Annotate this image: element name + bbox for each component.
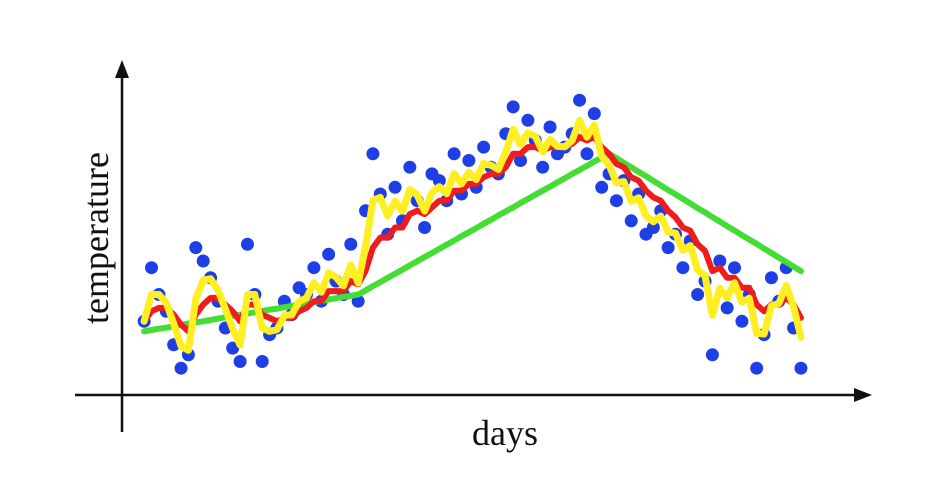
data-point: [720, 301, 734, 315]
data-point: [713, 254, 727, 268]
data-point: [543, 120, 557, 134]
data-point: [573, 93, 587, 107]
data-point: [189, 241, 203, 255]
data-point: [705, 348, 719, 362]
data-point: [794, 361, 808, 375]
data-point: [255, 355, 269, 368]
data-point: [750, 361, 764, 375]
data-point: [145, 261, 159, 275]
data-point: [226, 341, 240, 355]
data-point: [174, 361, 188, 375]
data-point: [661, 241, 675, 255]
data-point: [447, 147, 461, 161]
data-point: [609, 194, 623, 208]
data-point: [403, 160, 417, 174]
data-point: [624, 214, 638, 228]
data-point: [432, 174, 446, 188]
data-point: [735, 314, 749, 328]
series-line: [141, 150, 804, 335]
plot-area: [137, 93, 808, 375]
data-point: [418, 221, 432, 234]
data-point: [676, 261, 690, 275]
data-point: [595, 180, 609, 194]
data-point: [506, 100, 520, 114]
data-point: [580, 147, 594, 161]
data-point: [521, 113, 535, 127]
data-point: [240, 237, 254, 251]
y-arrow: [115, 60, 129, 78]
data-point: [728, 261, 742, 275]
x-axis-label: days: [472, 413, 538, 453]
data-point: [477, 140, 491, 154]
data-point: [462, 154, 476, 167]
data-point: [307, 261, 321, 275]
data-point: [233, 355, 247, 368]
y-axis-label: temperature: [76, 152, 116, 324]
data-point: [536, 160, 550, 174]
data-point: [587, 107, 601, 121]
series-line: [140, 116, 805, 354]
data-point: [344, 237, 358, 251]
data-point: [388, 180, 402, 194]
data-point: [196, 254, 210, 268]
data-point: [514, 154, 528, 167]
data-point: [691, 288, 705, 301]
data-point: [366, 147, 380, 161]
x-arrow: [854, 388, 872, 402]
data-point: [764, 271, 778, 285]
data-point: [322, 247, 336, 261]
data-point: [646, 221, 660, 234]
